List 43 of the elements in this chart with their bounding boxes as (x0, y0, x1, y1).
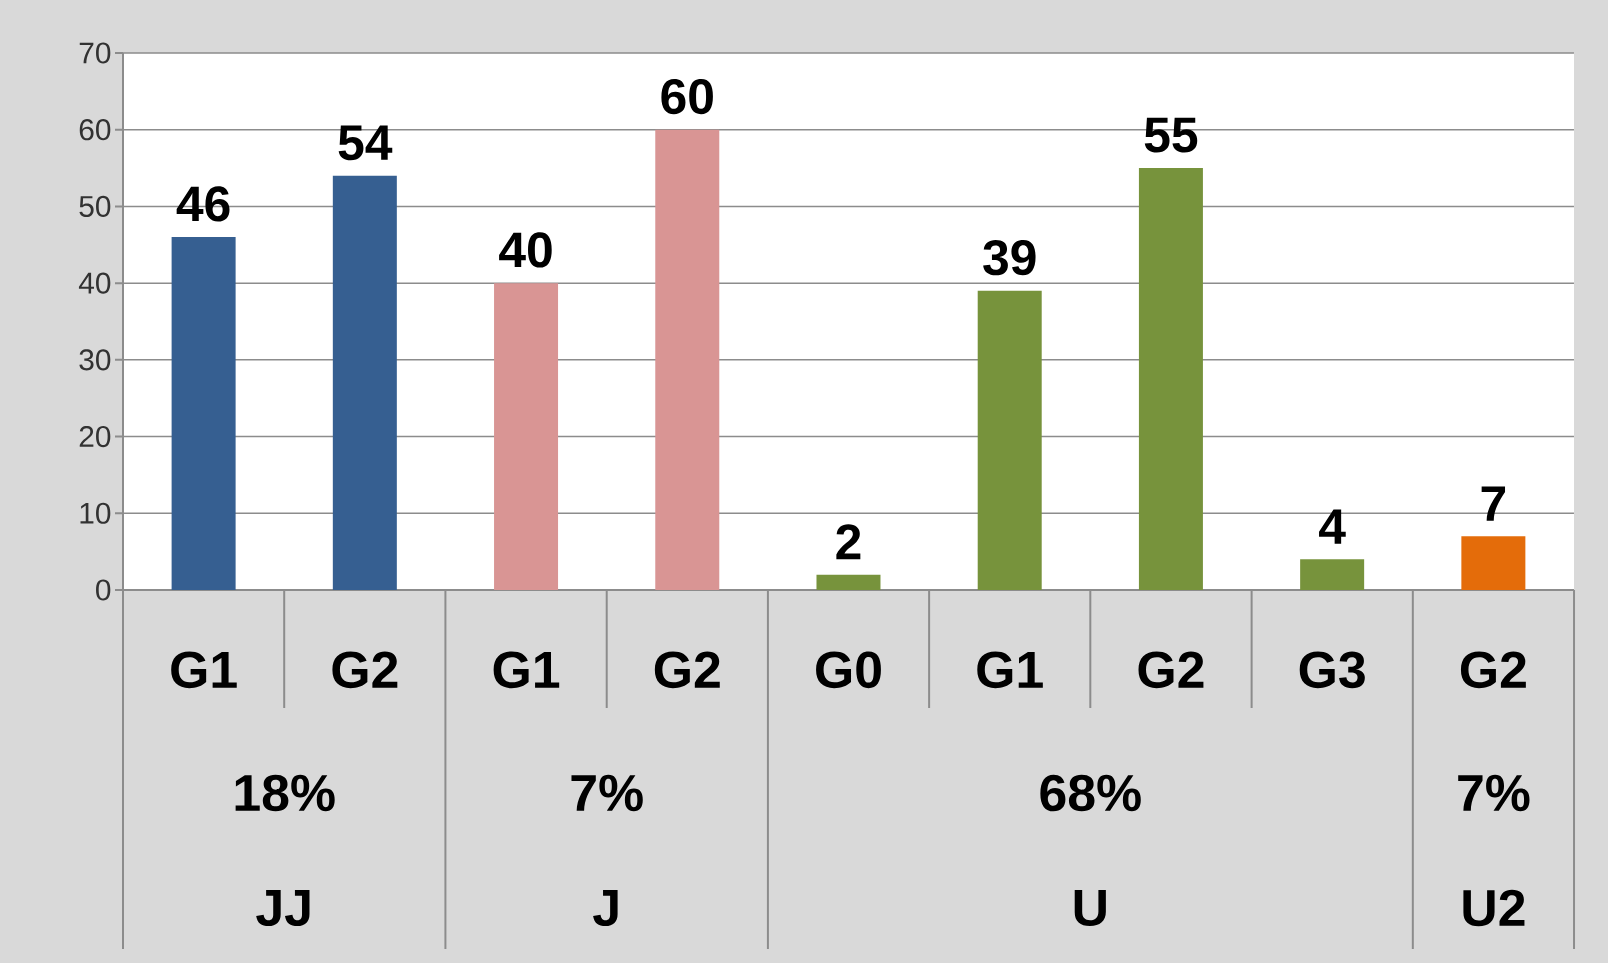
text: 68% (1040, 774, 1141, 812)
x-tick-label: G1 (977, 651, 1043, 689)
data-label: 4 (1319, 509, 1346, 544)
x-tick-label: G1 (171, 651, 237, 689)
x-tick-label: G2 (332, 651, 398, 689)
data-label: 7 (1481, 486, 1506, 521)
data-label: 46 (176, 186, 230, 222)
bar (1138, 168, 1203, 590)
text: 7% (571, 774, 643, 812)
x-tick-label: G1 (493, 651, 560, 689)
bar (1461, 536, 1526, 590)
bar (494, 283, 559, 590)
bar (816, 574, 881, 590)
text: U2 (1463, 889, 1525, 927)
bar (171, 237, 236, 590)
data-label: 54 (338, 125, 393, 161)
bar (1300, 559, 1365, 590)
x-tick-label: G2 (1460, 651, 1526, 689)
y-tick-label: 0 (96, 579, 111, 601)
x-tick-label: G0 (816, 651, 881, 689)
text: J (593, 889, 618, 927)
y-tick-label: 20 (79, 425, 111, 448)
text: 18% (235, 774, 335, 812)
text: U (1074, 889, 1106, 927)
data-label: 60 (661, 78, 713, 115)
x-tick-label: G2 (1138, 651, 1204, 689)
data-label: 55 (1144, 117, 1198, 153)
y-tick-label: 70 (79, 42, 111, 64)
text: 7% (1458, 774, 1530, 812)
y-tick-label: 60 (79, 119, 111, 141)
data-label: 2 (836, 524, 861, 560)
bar (977, 290, 1042, 590)
y-tick-label: 10 (80, 502, 111, 524)
data-label: 39 (983, 239, 1036, 276)
y-tick-label: 30 (79, 349, 111, 371)
bar (332, 175, 397, 590)
text: JJ (256, 889, 310, 927)
data-label: 40 (499, 232, 552, 268)
x-tick-label: G3 (1299, 651, 1365, 689)
y-tick-label: 50 (79, 195, 111, 217)
bar (655, 129, 720, 590)
y-tick-label: 40 (78, 272, 111, 294)
x-tick-label: G2 (654, 651, 720, 689)
